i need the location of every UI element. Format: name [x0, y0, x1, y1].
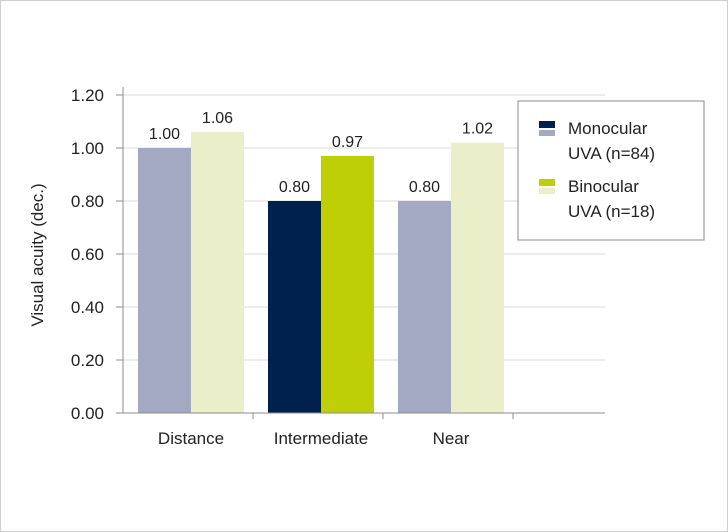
bar — [268, 201, 321, 413]
legend-swatch — [539, 179, 555, 186]
axes: 0.00 0.20 0.40 0.60 0.80 1.00 1.20 Distance Inte… — [71, 86, 605, 448]
data-label: 0.97 — [332, 134, 363, 151]
legend-label: Binocular — [568, 177, 639, 196]
y-tick-label: 0.60 — [71, 245, 104, 264]
legend-swatch — [539, 121, 555, 128]
x-tick-label: Distance — [158, 429, 224, 448]
y-axis-title: Visual acuity (dec.) — [28, 183, 47, 326]
y-tick-label: 1.20 — [71, 86, 104, 105]
x-tick-label: Intermediate — [274, 429, 369, 448]
legend-label: Monocular — [568, 119, 648, 138]
bar — [138, 148, 191, 413]
y-tick-label: 0.40 — [71, 298, 104, 317]
y-tick-label: 0.20 — [71, 351, 104, 370]
bar — [398, 201, 451, 413]
data-label: 1.02 — [462, 121, 493, 138]
bar — [321, 155, 374, 413]
y-tick-label: 1.00 — [71, 139, 104, 158]
data-label: 1.06 — [202, 110, 233, 127]
legend-swatch — [539, 130, 555, 136]
legend-label: UVA (n=18) — [568, 202, 655, 221]
data-label: 1.00 — [149, 126, 180, 143]
legend: Monocular UVA (n=84) Binocular UVA (n=18) — [517, 100, 705, 241]
y-tick-label: 0.00 — [71, 404, 104, 423]
y-tick-label: 0.80 — [71, 192, 104, 211]
legend-label: UVA (n=84) — [568, 144, 655, 163]
bar — [451, 142, 504, 413]
data-label: 0.80 — [409, 179, 440, 196]
bar — [191, 132, 244, 413]
bars: 1.00 1.06 0.80 0.97 0.80 1.02 — [138, 110, 504, 413]
x-tick-label: Near — [433, 429, 470, 448]
data-label: 0.80 — [279, 179, 310, 196]
legend-swatch — [539, 188, 555, 194]
